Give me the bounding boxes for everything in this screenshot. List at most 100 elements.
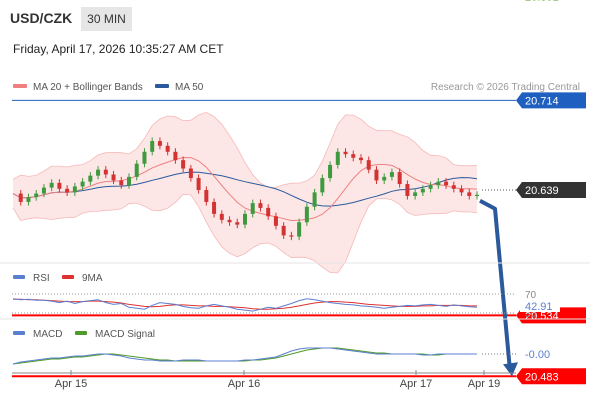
candle-body bbox=[335, 151, 340, 165]
candle-body bbox=[451, 185, 456, 189]
rsi-line bbox=[12, 298, 478, 312]
rsi-level-label: 70 bbox=[525, 290, 537, 301]
x-tick-label: Apr 17 bbox=[400, 378, 432, 390]
resistance-label: 20.801 bbox=[525, 0, 559, 4]
candle-body bbox=[467, 192, 472, 196]
rsi-ma-legend-label: 9MA bbox=[82, 273, 103, 284]
x-tick-label: Apr 15 bbox=[55, 378, 87, 390]
candle-body bbox=[34, 193, 39, 198]
candle-body bbox=[359, 157, 363, 161]
candle-body bbox=[297, 222, 302, 237]
timeframe-badge[interactable] bbox=[81, 7, 132, 31]
candle-body bbox=[320, 178, 325, 193]
datetime-label: Friday, April 17, 2026 10:35:27 AM CET bbox=[13, 42, 224, 56]
ma50-legend-swatch bbox=[155, 84, 169, 88]
candle-body bbox=[219, 213, 224, 220]
candle-body bbox=[405, 184, 410, 196]
ma20-legend-swatch bbox=[13, 84, 27, 88]
credit-label: Research © 2026 Trading Central bbox=[431, 82, 580, 93]
x-axis: Apr 15 Apr 16 Apr 17 Apr 19 bbox=[55, 370, 500, 390]
macd-signal-legend-label: MACD Signal bbox=[95, 329, 155, 340]
rsi-value-bg bbox=[520, 300, 560, 312]
candle-body bbox=[374, 169, 379, 181]
candle-body bbox=[281, 225, 286, 236]
candle-body bbox=[428, 185, 433, 189]
candle-body bbox=[397, 172, 402, 185]
pivot-tag bbox=[516, 92, 586, 109]
candle-body bbox=[382, 176, 387, 181]
forecast-arrow-shaft bbox=[479, 198, 512, 371]
candle-body bbox=[289, 235, 294, 237]
ma50-line bbox=[12, 171, 478, 207]
rsi-level-label: 30 bbox=[525, 309, 537, 320]
macd-value-label: -0.00 bbox=[525, 349, 550, 361]
candle-body bbox=[328, 164, 333, 179]
candle-body bbox=[243, 213, 247, 225]
candle-body bbox=[57, 182, 62, 189]
candle-body bbox=[312, 192, 317, 207]
candle-body bbox=[258, 203, 263, 208]
bollinger-band-area bbox=[13, 112, 477, 273]
ma50-legend-label: MA 50 bbox=[175, 82, 204, 93]
candle-body bbox=[119, 180, 124, 186]
candle-body bbox=[127, 176, 131, 186]
candle-body bbox=[475, 194, 479, 196]
candle-body bbox=[351, 154, 356, 158]
candle-body bbox=[18, 193, 23, 202]
bollinger-bands bbox=[12, 111, 478, 274]
candle-body bbox=[235, 222, 240, 225]
candle-body bbox=[41, 187, 46, 194]
candlesticks bbox=[18, 137, 479, 241]
macd-signal-legend-swatch bbox=[75, 331, 87, 335]
macd-legend-label: MACD bbox=[33, 329, 62, 340]
candle-body bbox=[413, 192, 418, 196]
candle-body bbox=[134, 163, 139, 177]
candle-body bbox=[111, 174, 116, 181]
x-tick-label: Apr 19 bbox=[468, 378, 500, 390]
candle-body bbox=[343, 151, 348, 155]
candle-body bbox=[165, 145, 170, 152]
candle-body bbox=[444, 181, 449, 186]
bollinger-upper-band bbox=[12, 111, 478, 188]
rsi-ma-legend-swatch bbox=[62, 275, 74, 279]
candle-body bbox=[26, 197, 31, 202]
candle-body bbox=[366, 160, 371, 170]
timeframe-label: 30 MIN bbox=[87, 12, 126, 26]
support-label: 20.483 bbox=[525, 371, 559, 383]
candle-body bbox=[436, 181, 441, 186]
candle-body bbox=[227, 219, 232, 223]
rsi-value-label: 42.91 bbox=[525, 301, 553, 313]
candle-body bbox=[266, 207, 271, 217]
macd-panel: -0.00 bbox=[12, 347, 550, 365]
rsi-legend-swatch bbox=[13, 275, 25, 279]
ma20-legend-label: MA 20 + Bollinger Bands bbox=[33, 82, 143, 93]
rsi-legend-label: RSI bbox=[33, 273, 50, 284]
last-price-tag bbox=[516, 182, 586, 198]
support-tag bbox=[516, 368, 586, 385]
candle-body bbox=[188, 168, 193, 179]
candle-body bbox=[49, 182, 54, 188]
candle-body bbox=[459, 188, 464, 193]
candle-body bbox=[250, 203, 255, 214]
forecast-arrow bbox=[479, 198, 518, 377]
candle-body bbox=[150, 141, 155, 152]
rsi-ma-line bbox=[13, 298, 477, 310]
candle-body bbox=[273, 216, 278, 226]
candle-body bbox=[420, 188, 425, 193]
last-price-label: 20.639 bbox=[525, 185, 559, 197]
pivot-label: 20.714 bbox=[525, 95, 559, 107]
candle-body bbox=[65, 188, 70, 193]
candle-body bbox=[157, 141, 162, 146]
candle-body bbox=[96, 169, 101, 176]
candle-body bbox=[204, 190, 209, 202]
price-levels bbox=[12, 99, 516, 378]
pair-title: USD/CZK bbox=[10, 10, 72, 26]
candle-body bbox=[212, 201, 217, 214]
candle-body bbox=[72, 186, 77, 193]
candle-body bbox=[173, 151, 178, 161]
candle-body bbox=[196, 178, 201, 190]
candle-body bbox=[389, 172, 394, 177]
